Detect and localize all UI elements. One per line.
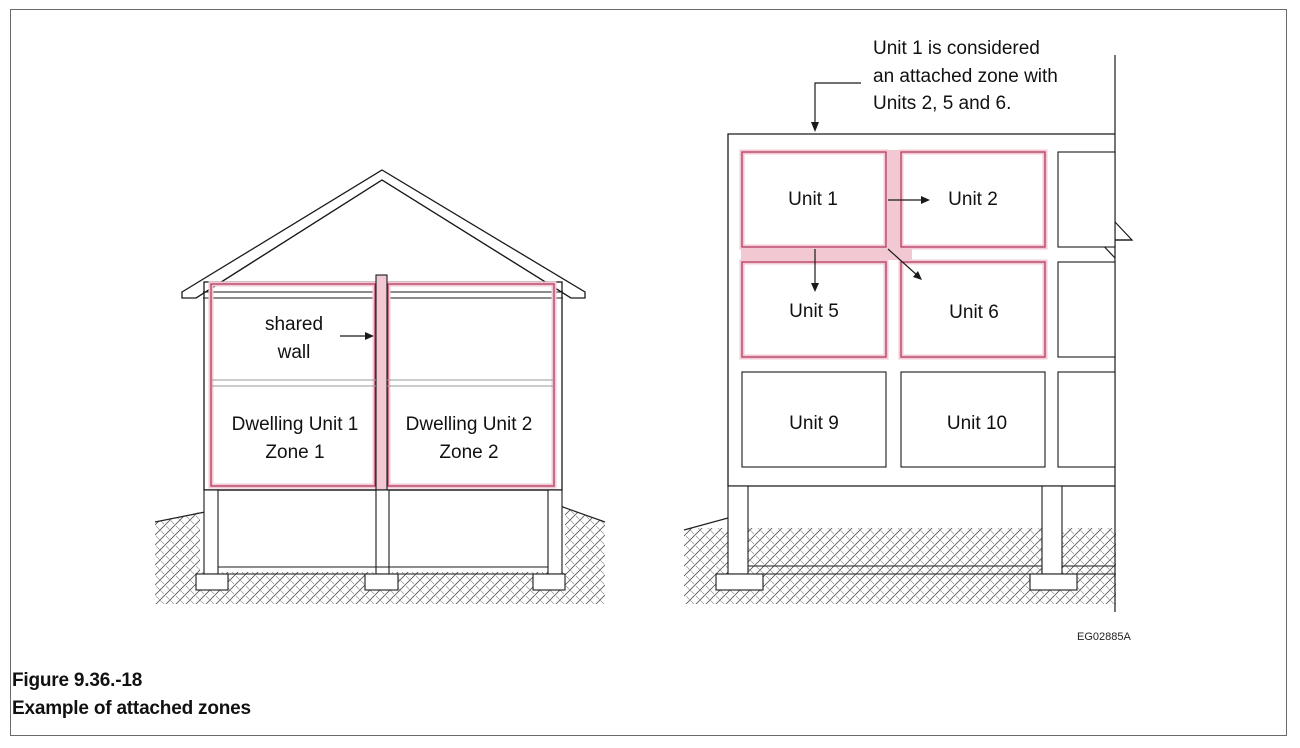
unit-9-label: Unit 9: [789, 413, 839, 434]
house-foundation-mid: [375, 489, 390, 575]
note-line-2: an attached zone with: [873, 66, 1058, 87]
unit-6-label: Unit 6: [949, 302, 999, 323]
house-footing-left: [195, 573, 229, 591]
building-footing-right: [1029, 573, 1078, 591]
unit-1-label: Unit 1: [788, 189, 838, 210]
attached-zone-connector-h: [741, 247, 912, 260]
house-foundation-left: [203, 489, 219, 575]
building-footing-left: [715, 573, 764, 591]
unit-3-box: [1057, 151, 1116, 248]
house-footing-right: [532, 573, 566, 591]
unit-10-box: [900, 371, 1046, 468]
unit-10-label: Unit 10: [947, 413, 1007, 434]
building-section: Unit 1 Unit 2 Unit 5 Unit 6 Unit 9 Unit …: [683, 38, 1134, 612]
shared-wall-label-2: wall: [277, 342, 311, 363]
note-line-1: Unit 1 is considered: [873, 38, 1040, 59]
house-section: shared wall Dwelling Unit 1 Zone 1 Dwell…: [154, 169, 606, 604]
note-leader: [814, 82, 861, 126]
unit-2-label: Unit 2: [948, 189, 998, 210]
building-column-left: [727, 485, 749, 575]
figure-number: Figure 9.36.-18: [12, 670, 143, 691]
unit-5-label: Unit 5: [789, 301, 839, 322]
unit-7-box: [1057, 261, 1116, 358]
dwelling-unit-1-label: Dwelling Unit 1: [232, 414, 359, 435]
unit-11-box: [1057, 371, 1116, 468]
zone-2-label: Zone 2: [439, 442, 498, 463]
zone-1-label: Zone 1: [265, 442, 324, 463]
building-outline: [727, 133, 1115, 487]
unit-5-box: [739, 259, 889, 360]
note-line-3: Units 2, 5 and 6.: [873, 93, 1011, 114]
shared-wall-label-1: shared: [265, 314, 323, 335]
house-foundation-right: [547, 489, 563, 575]
figure-title: Example of attached zones: [12, 698, 251, 719]
shared-wall: [375, 274, 388, 491]
dwelling-unit-2-label: Dwelling Unit 2: [406, 414, 533, 435]
attached-zone-connector-v: [886, 150, 899, 260]
house-footing-mid: [364, 573, 399, 591]
figure-frame: [10, 9, 1287, 736]
arrow-unit1-to-unit6: [887, 248, 919, 277]
drawing-reference-code: EG02885A: [1077, 631, 1131, 643]
unit-9-box: [741, 371, 887, 468]
building-column-right: [1041, 485, 1063, 575]
